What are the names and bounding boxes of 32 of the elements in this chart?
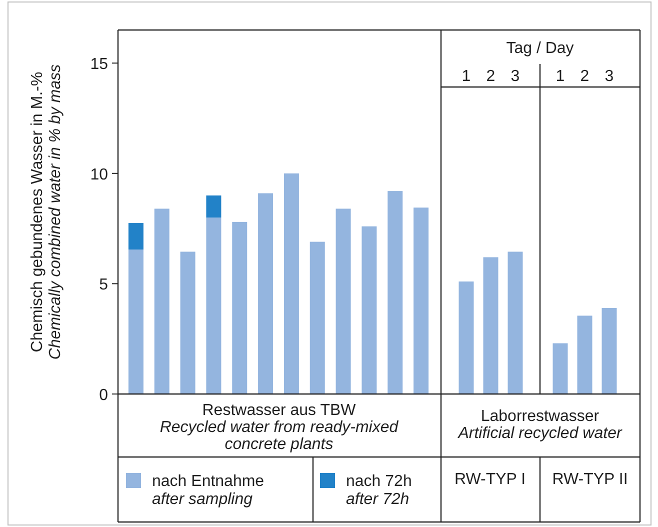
bar [206,218,222,394]
bar [206,195,222,218]
bar [128,250,144,394]
bar [154,208,170,394]
x-tick-label: 2 [486,68,496,85]
bar [232,222,248,394]
x-tick-label: 1 [556,68,565,85]
text: RW-TYP II [552,471,628,488]
x-tick-label: 1 [462,68,471,85]
y-axis-title: Chemisch gebundenes Wasser in M.-% Chemically combined water in % by mass [29,64,64,360]
bar [388,191,403,394]
bar [284,173,299,394]
text: Restwasser aus TBW Recycled water from ready-mixed concrete plants [160,402,400,453]
bar [414,208,429,394]
legend-label: nach 72h after 72h [346,473,412,508]
text: Laborrestwasser Artificial recycled water [457,408,622,442]
x-tick-label: 3 [510,68,520,85]
bar [128,223,144,250]
bar [336,208,351,394]
annotation: Tag / Day [506,40,574,57]
x-tick-label: 3 [604,68,614,85]
bar [310,242,325,394]
y-tick-label: 15 [90,56,108,74]
bar [362,226,377,394]
y-tick-label: 0 [99,387,108,404]
y-tick-label: 5 [99,276,108,294]
x-tick-label: 2 [580,68,590,85]
text: RW-TYP I [454,471,526,488]
legend-label: nach Entnahme after sampling [152,473,264,508]
bar [258,193,274,394]
bar [180,252,196,394]
y-tick-label: 10 [90,166,108,184]
